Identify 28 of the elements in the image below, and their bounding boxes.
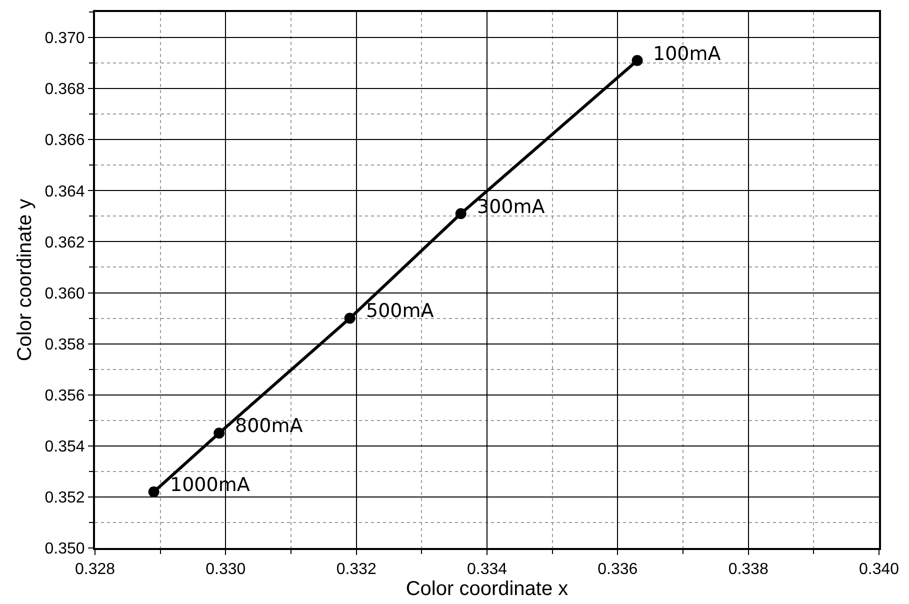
y-tick-label: 0.352	[44, 490, 85, 507]
y-tick-label: 0.350	[44, 540, 85, 558]
point	[344, 312, 356, 324]
y-tick-label: 0.366	[44, 132, 85, 150]
x-tick-label: 0.332	[336, 561, 376, 578]
y-tick-label: 0.354	[44, 438, 85, 456]
x-tick-label: 0.338	[728, 561, 768, 578]
point	[632, 55, 643, 66]
y-tick-label: 0.370	[44, 30, 85, 48]
point	[214, 428, 225, 439]
y-tick-label: 0.358	[44, 336, 85, 354]
y-tick-label: 0.356	[44, 387, 85, 404]
point	[148, 486, 160, 498]
x-tick-label: 0.334	[466, 561, 508, 578]
y-tick-label: 0.360	[44, 285, 85, 302]
x-tick-label: 0.328	[74, 561, 116, 578]
y-tick-label: 0.364	[44, 183, 85, 200]
y-tick-label: 0.368	[44, 81, 85, 98]
y-axis-title: Color coordinate y	[14, 198, 36, 362]
annotation: 500mA	[366, 300, 434, 322]
x-axis-title: Color coordinate x	[406, 578, 568, 600]
point	[455, 208, 466, 220]
annotation: 100mA	[653, 43, 721, 65]
x-tick-label: 0.330	[206, 561, 246, 578]
y-tick-label: 0.362	[44, 234, 85, 252]
x-tick-label: 0.336	[598, 561, 638, 578]
annotation: 800mA	[235, 415, 303, 437]
x-tick-label: 0.340	[858, 561, 900, 578]
